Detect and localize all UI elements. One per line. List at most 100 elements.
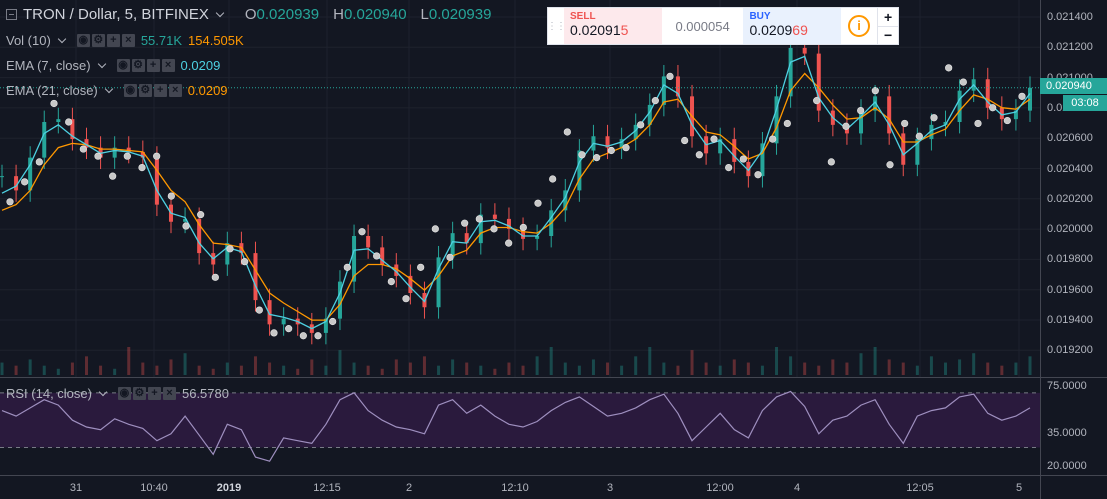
candle-body — [661, 76, 666, 105]
volume-bar — [56, 368, 60, 375]
last-price-tag: 0.020940 — [1040, 78, 1107, 94]
signal-marker — [211, 273, 219, 281]
candle-body — [957, 90, 962, 122]
candle-body — [267, 300, 272, 325]
add-icon[interactable]: + — [106, 34, 120, 47]
add-icon[interactable]: + — [146, 59, 160, 72]
ema7-legend: EMA (7, close) ◉ ⚙ + × 0.0209 — [6, 58, 220, 73]
chevron-down-icon[interactable] — [57, 34, 67, 44]
candle-body — [915, 139, 920, 165]
candle-body — [506, 218, 511, 229]
eye-icon[interactable]: ◉ — [123, 84, 137, 97]
ohlc-label: O — [244, 6, 257, 23]
rsi-value: 56.5780 — [181, 386, 229, 401]
signal-marker — [431, 225, 439, 233]
time-tick-label: 3 — [606, 482, 614, 494]
volume-bar — [465, 362, 469, 375]
eye-icon[interactable]: ◉ — [76, 34, 90, 47]
volume-bar — [324, 365, 328, 375]
candle-body — [323, 318, 328, 333]
pane-divider[interactable] — [0, 377, 1107, 378]
rsi-chart[interactable] — [0, 378, 1040, 475]
price-tick-label: 0.020600 — [1047, 132, 1093, 145]
buy-price-highlight: 69 — [792, 22, 808, 38]
eye-icon[interactable]: ◉ — [117, 387, 131, 400]
rsi-axis[interactable]: 75.0000 35.0000 20.0000 — [1040, 378, 1107, 475]
info-button[interactable]: i — [841, 8, 877, 44]
candle-body — [0, 176, 4, 178]
time-axis[interactable]: 31 10:40 2019 12:15 2 12:10 3 12:00 4 12:05 5 — [0, 475, 1040, 499]
volume-bar — [972, 353, 976, 375]
volume-bar — [704, 362, 708, 375]
info-icon: i — [848, 15, 871, 37]
remove-icon[interactable]: × — [168, 84, 182, 97]
settings-icon[interactable]: ⚙ — [138, 84, 152, 97]
volume-bar — [817, 365, 821, 375]
settings-icon[interactable]: ⚙ — [132, 387, 146, 400]
volume-bar — [296, 368, 300, 375]
volume-bar — [1000, 365, 1004, 375]
ohlc-label: H — [333, 6, 344, 23]
rsi-pane[interactable]: RSI (14, close) ◉ ⚙ + × 56.5780 — [0, 378, 1040, 475]
volume-bar — [944, 362, 948, 375]
candle-body — [802, 47, 807, 54]
remove-icon[interactable]: × — [121, 34, 135, 47]
chevron-down-icon[interactable] — [215, 8, 225, 18]
signal-marker — [783, 119, 791, 128]
price-tick-label: 0.019800 — [1047, 253, 1093, 266]
main-chart-pane[interactable]: TRON / Dollar, 5, BITFINEX O 0.020939 H 0.0… — [0, 0, 1040, 378]
volume-bar — [1014, 362, 1018, 375]
price-chart[interactable] — [0, 0, 1040, 378]
add-icon[interactable]: + — [153, 84, 167, 97]
sell-price-main: 0.02091 — [570, 22, 621, 38]
buy-button[interactable]: BUY 0.020969 — [743, 8, 842, 44]
candle-body — [985, 79, 990, 108]
signal-marker — [461, 219, 469, 227]
chevron-down-icon[interactable] — [104, 84, 114, 94]
ema7-line — [1, 55, 1031, 330]
volume-bar — [310, 359, 314, 375]
remove-icon[interactable]: × — [161, 59, 175, 72]
signal-marker — [505, 239, 513, 247]
candle-body — [521, 228, 526, 239]
add-icon[interactable]: + — [147, 387, 161, 400]
zoom-in-button[interactable]: + — [878, 8, 898, 27]
volume-bar — [1028, 356, 1032, 375]
settings-icon[interactable]: ⚙ — [131, 59, 145, 72]
signal-marker — [79, 145, 87, 153]
volume-bar — [775, 347, 779, 375]
volume-bar — [169, 359, 173, 375]
drag-handle-icon[interactable]: ⋮⋮ — [547, 20, 566, 32]
collapse-legend-icon[interactable] — [6, 9, 17, 20]
ema21-study-name[interactable]: EMA (21, close) — [6, 83, 98, 98]
chevron-down-icon[interactable] — [98, 387, 108, 397]
eye-icon[interactable]: ◉ — [116, 59, 130, 72]
time-tick-label: 5 — [1015, 482, 1023, 494]
signal-marker — [299, 332, 307, 340]
rsi-study-name[interactable]: RSI (14, close) — [6, 386, 92, 401]
candle-body — [154, 157, 159, 205]
settings-icon[interactable]: ⚙ — [91, 34, 105, 47]
volume-bar — [99, 365, 103, 375]
volume-study-name[interactable]: Vol (10) — [6, 33, 51, 48]
candle-body — [408, 275, 413, 293]
remove-icon[interactable]: × — [162, 387, 176, 400]
volume-bar — [211, 368, 215, 375]
candle-body — [535, 236, 540, 239]
candle-body — [929, 124, 934, 140]
ema7-study-name[interactable]: EMA (7, close) — [6, 58, 91, 73]
sell-button[interactable]: SELL 0.020915 — [564, 8, 662, 44]
volume-bar — [873, 347, 877, 375]
signal-marker — [1003, 116, 1011, 125]
symbol-title[interactable]: TRON / Dollar, 5, BITFINEX — [23, 6, 209, 23]
sell-price: 0.020915 — [570, 22, 656, 38]
candle-body — [746, 161, 751, 177]
price-axis[interactable]: 0.0214000.0212000.0210000.0208000.020600… — [1040, 0, 1107, 378]
volume-bar — [648, 347, 652, 375]
chevron-down-icon[interactable] — [97, 59, 106, 69]
volume-bar — [70, 362, 74, 375]
zoom-out-button[interactable]: − — [883, 27, 893, 44]
candle-body — [887, 96, 892, 134]
signal-marker — [138, 164, 146, 172]
signal-marker — [519, 223, 527, 232]
